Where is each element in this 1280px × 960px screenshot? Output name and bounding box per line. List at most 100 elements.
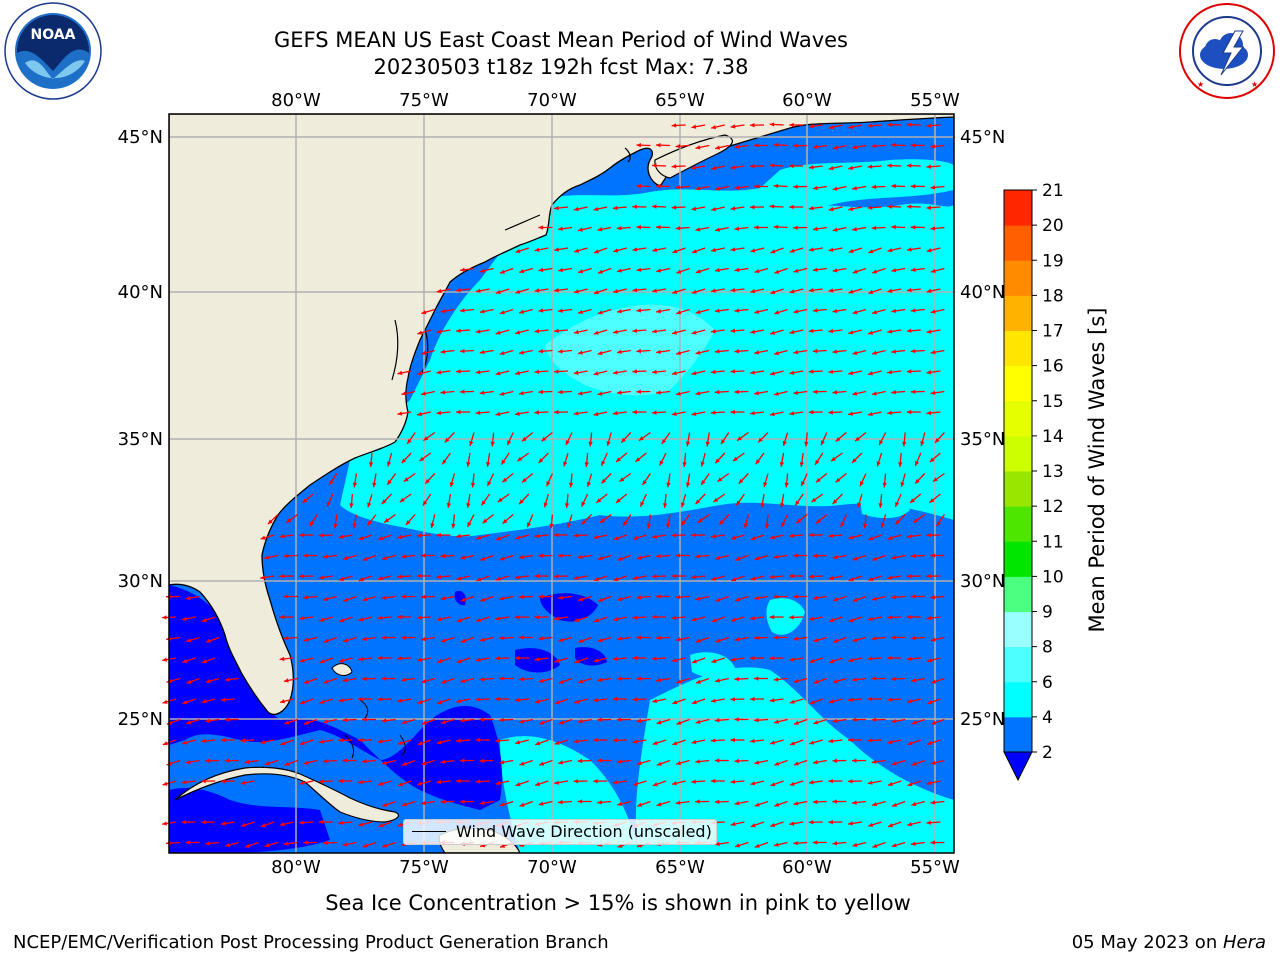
wave-direction-arrowhead xyxy=(539,761,545,766)
wave-direction-arrowhead xyxy=(220,697,226,702)
wave-direction-arrowhead xyxy=(181,780,187,785)
wave-direction-arrowhead xyxy=(789,533,794,538)
wave-direction-arrowhead xyxy=(808,780,814,785)
wave-direction-arrowhead xyxy=(519,390,524,396)
wave-direction-arrowhead xyxy=(596,498,602,503)
wave-direction-arrowhead xyxy=(695,679,701,684)
wave-direction-arrowhead xyxy=(691,289,697,294)
wave-direction-arrowhead xyxy=(495,576,501,581)
wave-direction-arrowhead xyxy=(691,124,697,129)
wave-direction-arrowhead xyxy=(906,122,912,127)
wave-direction-arrowhead xyxy=(789,204,794,210)
wave-direction-arrowhead xyxy=(652,614,657,620)
wave-direction-arrowhead xyxy=(593,371,599,376)
colorbar-segment xyxy=(1004,400,1032,437)
top-lon-label: 55°W xyxy=(910,90,960,111)
wave-direction-arrowhead xyxy=(554,532,559,538)
wave-direction-arrowhead xyxy=(475,657,481,662)
wave-direction-arrowhead xyxy=(852,310,858,315)
wave-direction-arrowhead xyxy=(206,638,212,643)
wave-direction-arrowhead xyxy=(852,637,858,643)
wave-direction-arrowhead xyxy=(652,163,657,168)
wave-direction-arrowhead xyxy=(891,390,896,395)
wave-direction-arrowhead xyxy=(750,164,755,169)
wave-direction-arrowhead xyxy=(676,760,682,766)
wave-direction-arrowhead xyxy=(872,350,877,355)
wave-direction-arrowhead xyxy=(382,802,388,807)
wave-direction-arrowhead xyxy=(460,348,465,354)
wave-direction-arrowhead xyxy=(613,577,619,582)
wave-direction-arrowhead xyxy=(926,329,932,334)
wave-direction-arrowhead xyxy=(578,679,584,684)
wave-direction-arrowhead xyxy=(264,761,270,766)
wave-direction-arrowhead xyxy=(750,576,756,581)
wave-direction-arrowhead xyxy=(479,677,485,682)
wave-direction-arrowhead xyxy=(915,478,920,484)
wave-direction-arrowhead xyxy=(440,308,446,314)
wave-direction-arrowhead xyxy=(828,288,834,293)
wave-direction-arrowhead xyxy=(240,780,246,785)
wave-direction-arrowhead xyxy=(554,658,560,663)
wave-direction-arrowhead xyxy=(931,720,937,725)
wave-direction-arrowhead xyxy=(382,555,387,561)
colorbar-tick-label: 20 xyxy=(1042,216,1064,236)
wave-direction-arrowhead xyxy=(891,224,896,230)
wave-direction-arrowhead xyxy=(754,760,760,765)
wave-direction-arrowhead xyxy=(613,289,619,294)
wave-direction-arrowhead xyxy=(784,482,789,488)
wave-direction-arrowhead xyxy=(906,574,912,579)
wave-direction-arrowhead xyxy=(710,778,716,784)
wave-direction-arrowhead xyxy=(828,410,834,415)
wave-direction-arrowhead xyxy=(735,843,741,848)
wave-direction-arrowhead xyxy=(554,574,559,579)
wave-direction-arrowhead xyxy=(162,615,167,620)
wave-direction-arrowhead xyxy=(441,638,447,643)
wave-direction-arrowhead xyxy=(451,523,456,529)
wave-direction-arrowhead xyxy=(887,329,893,334)
wave-direction-arrowhead xyxy=(773,391,779,396)
wave-direction-arrowhead xyxy=(812,389,818,394)
wave-direction-arrowhead xyxy=(832,349,838,354)
wave-direction-arrowhead xyxy=(835,477,841,483)
wave-direction-arrowhead xyxy=(907,699,913,704)
wave-direction-arrowhead xyxy=(675,185,681,190)
wave-direction-arrowhead xyxy=(475,779,481,784)
wave-direction-arrowhead xyxy=(633,781,638,786)
wave-direction-arrowhead xyxy=(770,249,776,254)
wave-direction-arrowhead xyxy=(558,637,564,643)
wave-direction-arrowhead xyxy=(920,441,925,447)
wave-direction-arrowhead xyxy=(554,780,559,785)
wave-direction-arrowhead xyxy=(573,575,579,580)
wave-direction-arrowhead xyxy=(636,555,642,560)
wave-direction-arrowhead xyxy=(675,391,681,396)
wave-direction-arrowhead xyxy=(848,289,854,294)
wave-direction-arrowhead xyxy=(695,596,701,601)
wave-direction-arrowhead xyxy=(499,556,505,561)
legend-label: Wind Wave Direction (unscaled) xyxy=(456,822,712,841)
wave-direction-arrowhead xyxy=(930,350,936,355)
wave-direction-arrowhead xyxy=(303,720,309,725)
wave-direction-arrowhead xyxy=(862,523,868,529)
wave-direction-arrowhead xyxy=(546,481,551,487)
wave-direction-arrowhead xyxy=(697,518,703,523)
wave-direction-arrowhead xyxy=(671,615,677,621)
wave-direction-arrowhead xyxy=(910,348,916,354)
land-bahamas xyxy=(331,663,353,676)
wave-direction-arrowhead xyxy=(362,597,368,602)
wave-direction-arrowhead xyxy=(852,800,857,805)
wave-direction-arrowhead xyxy=(499,596,505,601)
wave-direction-arrowhead xyxy=(401,677,407,682)
wave-direction-arrowhead xyxy=(793,268,799,273)
wave-direction-arrowhead xyxy=(241,822,247,827)
wave-direction-arrowhead xyxy=(581,519,587,525)
colorbar-tick-label: 13 xyxy=(1042,462,1064,482)
wave-direction-arrowhead xyxy=(399,497,405,503)
wave-direction-arrowhead xyxy=(852,227,858,232)
wave-direction-arrowhead xyxy=(597,638,603,643)
wave-direction-arrowhead xyxy=(367,502,372,508)
wave-direction-arrowhead xyxy=(558,226,563,231)
wave-direction-arrowhead xyxy=(515,740,521,745)
wave-direction-arrowhead xyxy=(476,535,482,540)
wave-direction-arrowhead xyxy=(691,206,697,211)
wave-direction-arrowhead xyxy=(518,677,524,682)
